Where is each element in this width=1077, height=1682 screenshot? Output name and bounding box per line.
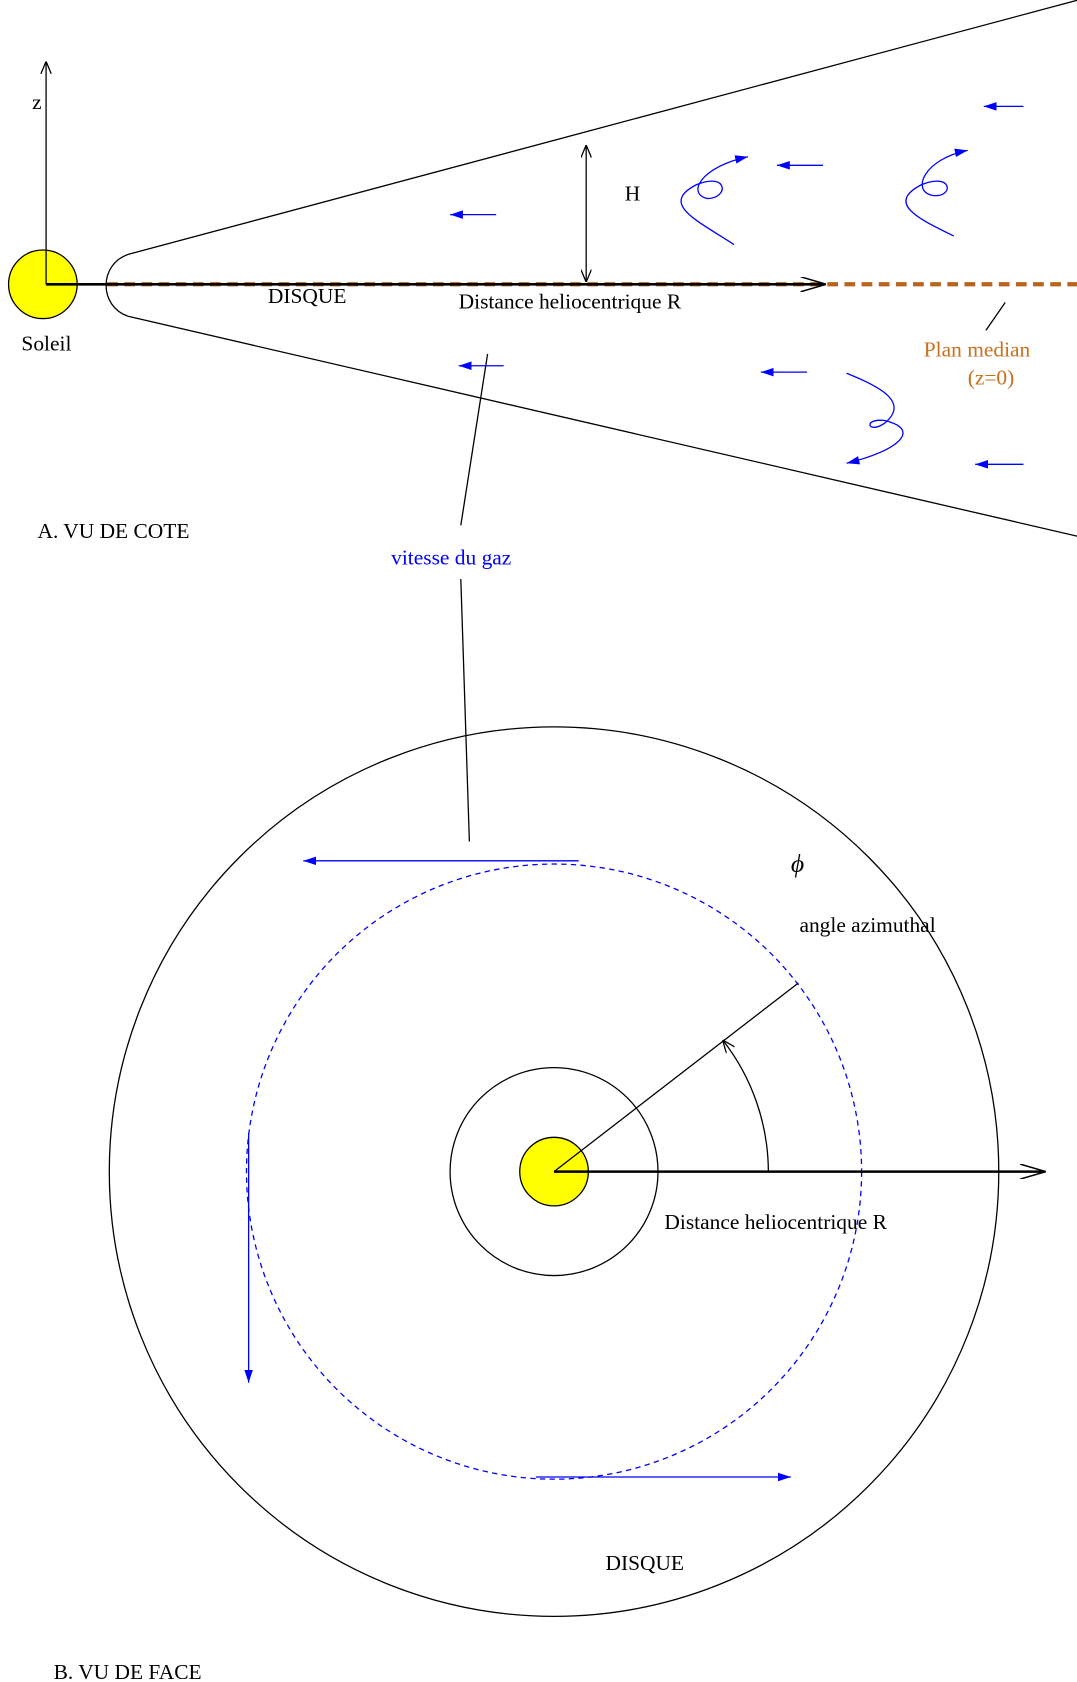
- disk-label: DISQUE: [605, 1551, 684, 1575]
- turbulence: [680, 155, 749, 246]
- radius-line: [553, 982, 799, 1173]
- height-label: H: [625, 181, 640, 205]
- gas-flow: [450, 102, 1024, 469]
- orbital-velocity: [244, 856, 791, 1482]
- velocity-leader: [460, 353, 489, 526]
- turbulence: [905, 148, 968, 237]
- disk-label: DISQUE: [268, 284, 347, 308]
- radial-axis-label: Distance heliocentrique R: [664, 1210, 887, 1234]
- velocity-leader: [460, 578, 471, 842]
- phi-label: ϕ: [791, 849, 804, 878]
- z-label: z: [32, 90, 42, 114]
- sun-label: Soleil: [21, 331, 71, 355]
- disk-upper-edge: [128, 0, 1077, 255]
- face-view: [108, 726, 1045, 1617]
- azimuth-arc: [723, 1041, 770, 1172]
- azimuth-label: angle azimuthal: [799, 913, 935, 937]
- face-view-title: B. VU DE FACE: [54, 1660, 202, 1682]
- turbulence: [846, 372, 904, 465]
- midplane-equation: (z=0): [968, 366, 1015, 390]
- midplane-leader: [985, 302, 1006, 331]
- radial-axis-label: Distance heliocentrique R: [459, 289, 682, 313]
- side-view: [7, 0, 1077, 842]
- velocity-label: vitesse du gaz: [391, 546, 511, 570]
- disk-lower-edge: [128, 315, 1077, 537]
- side-view-title: A. VU DE COTE: [38, 519, 190, 543]
- midplane-label: Plan median: [924, 338, 1031, 362]
